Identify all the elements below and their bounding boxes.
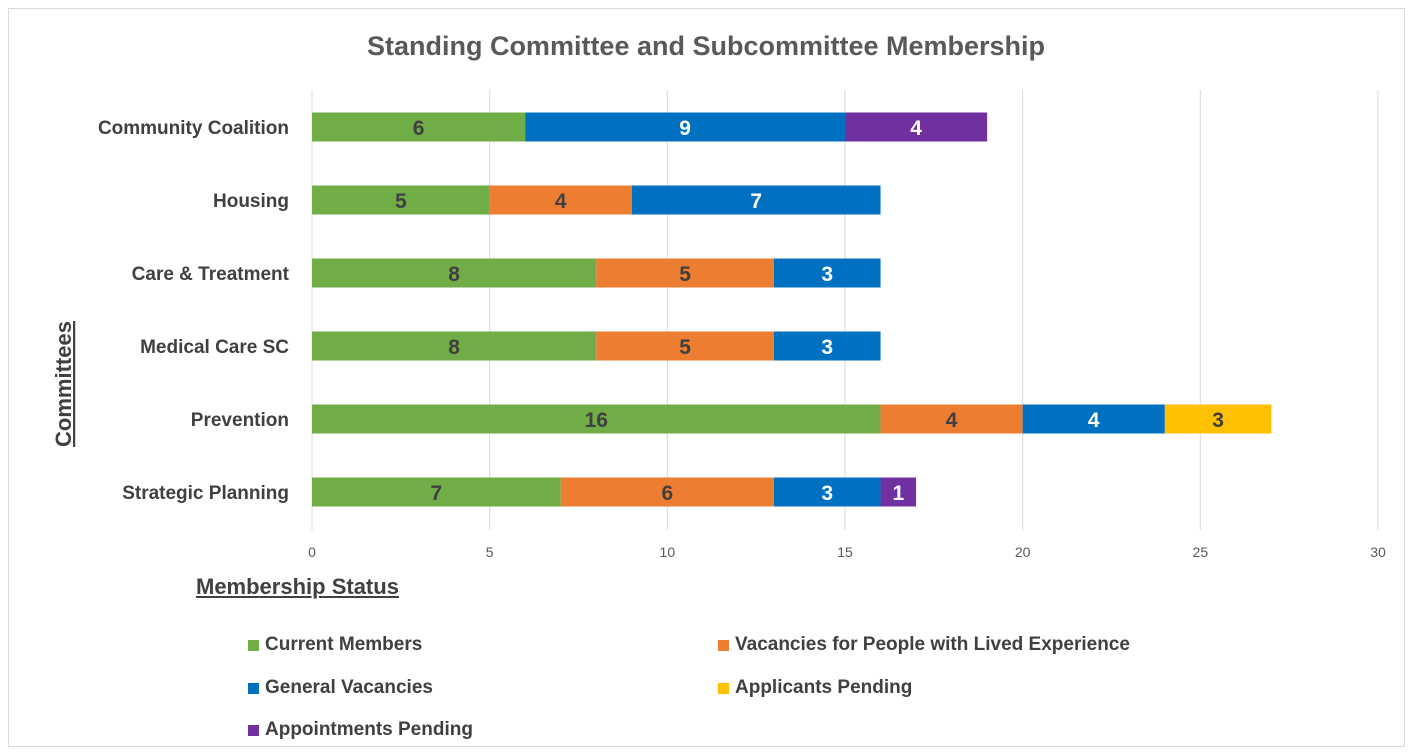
data-label: 4 bbox=[910, 117, 922, 140]
bar-segment bbox=[880, 404, 1023, 434]
bar-segment bbox=[312, 258, 597, 288]
x-tick-label: 25 bbox=[1193, 544, 1209, 560]
category-label: Community Coalition bbox=[98, 118, 289, 139]
x-tick-label: 5 bbox=[486, 544, 494, 560]
legend-item: Current Members bbox=[248, 634, 422, 656]
data-label: 1 bbox=[892, 482, 904, 505]
bar-segment bbox=[1022, 404, 1165, 434]
bar-segment bbox=[560, 477, 774, 507]
bar-segment bbox=[596, 258, 774, 288]
legend-label: Vacancies for People with Lived Experien… bbox=[735, 634, 1130, 655]
data-label: 5 bbox=[395, 190, 407, 213]
chart-title: Standing Committee and Subcommittee Memb… bbox=[367, 31, 1045, 61]
x-tick-label: 10 bbox=[660, 544, 676, 560]
legend-label: Applicants Pending bbox=[735, 677, 913, 698]
bar-segment bbox=[312, 404, 881, 434]
legend-swatch bbox=[718, 639, 729, 651]
data-label: 6 bbox=[413, 117, 425, 140]
bar-segment bbox=[312, 331, 597, 361]
bar-segment bbox=[312, 185, 490, 215]
bar-segment bbox=[1164, 404, 1272, 434]
bar-segment bbox=[773, 331, 881, 361]
data-label: 16 bbox=[585, 409, 608, 432]
legend-swatch bbox=[248, 724, 259, 736]
bars: 6 9 4 5 4 7 8 5 3 8 5 3 16 4 4 3 7 6 3 1 bbox=[312, 112, 1272, 507]
category-label: Care & Treatment bbox=[132, 264, 290, 285]
legend-label: General Vacancies bbox=[265, 677, 433, 698]
legend-swatch bbox=[248, 639, 259, 651]
category-label: Strategic Planning bbox=[122, 483, 289, 504]
x-tick-label: 20 bbox=[1015, 544, 1031, 560]
data-label: 8 bbox=[448, 263, 460, 286]
legend-item: Appointments Pending bbox=[248, 719, 473, 741]
data-label: 7 bbox=[750, 190, 762, 213]
data-label: 3 bbox=[821, 482, 833, 505]
gridlines bbox=[311, 90, 1379, 530]
bar-segment bbox=[773, 258, 881, 288]
x-tick-label: 30 bbox=[1370, 544, 1386, 560]
category-label: Housing bbox=[213, 191, 289, 212]
legend-item: Vacancies for People with Lived Experien… bbox=[718, 634, 1130, 656]
x-axis-ticks: 0 5 10 15 20 25 30 bbox=[308, 544, 1386, 560]
legend-title: Membership Status bbox=[196, 574, 399, 599]
data-label: 4 bbox=[946, 409, 958, 432]
x-tick-label: 0 bbox=[308, 544, 316, 560]
legend-label: Current Members bbox=[265, 634, 423, 655]
bar-segment bbox=[489, 185, 632, 215]
legend-item: General Vacancies bbox=[248, 677, 433, 699]
data-label: 4 bbox=[1088, 409, 1100, 432]
bar-segment bbox=[596, 331, 774, 361]
category-labels: Community Coalition Housing Care & Treatme… bbox=[98, 118, 290, 504]
data-label: 5 bbox=[679, 336, 691, 359]
data-label: 7 bbox=[431, 482, 443, 505]
y-axis-title: Committees bbox=[51, 321, 76, 447]
data-label: 4 bbox=[555, 190, 567, 213]
x-tick-label: 15 bbox=[837, 544, 853, 560]
bar-segment bbox=[773, 477, 881, 507]
data-label: 3 bbox=[1212, 409, 1224, 432]
data-label: 8 bbox=[448, 336, 460, 359]
legend-label: Appointments Pending bbox=[265, 719, 473, 740]
bar-segment bbox=[525, 112, 845, 142]
bar-segment bbox=[845, 112, 988, 142]
data-label: 9 bbox=[679, 117, 691, 140]
bar-segment bbox=[631, 185, 881, 215]
chart-frame bbox=[8, 8, 1405, 747]
data-label: 3 bbox=[821, 336, 833, 359]
data-label: 3 bbox=[821, 263, 833, 286]
category-label: Prevention bbox=[191, 410, 289, 431]
legend-swatch bbox=[718, 682, 729, 694]
data-label: 5 bbox=[679, 263, 691, 286]
bar-segment bbox=[312, 112, 526, 142]
bar-segment bbox=[312, 477, 561, 507]
category-label: Medical Care SC bbox=[140, 337, 289, 358]
data-label: 6 bbox=[661, 482, 673, 505]
bar-segment bbox=[880, 477, 917, 507]
legend-swatch bbox=[248, 682, 259, 694]
legend-item: Applicants Pending bbox=[718, 677, 912, 699]
